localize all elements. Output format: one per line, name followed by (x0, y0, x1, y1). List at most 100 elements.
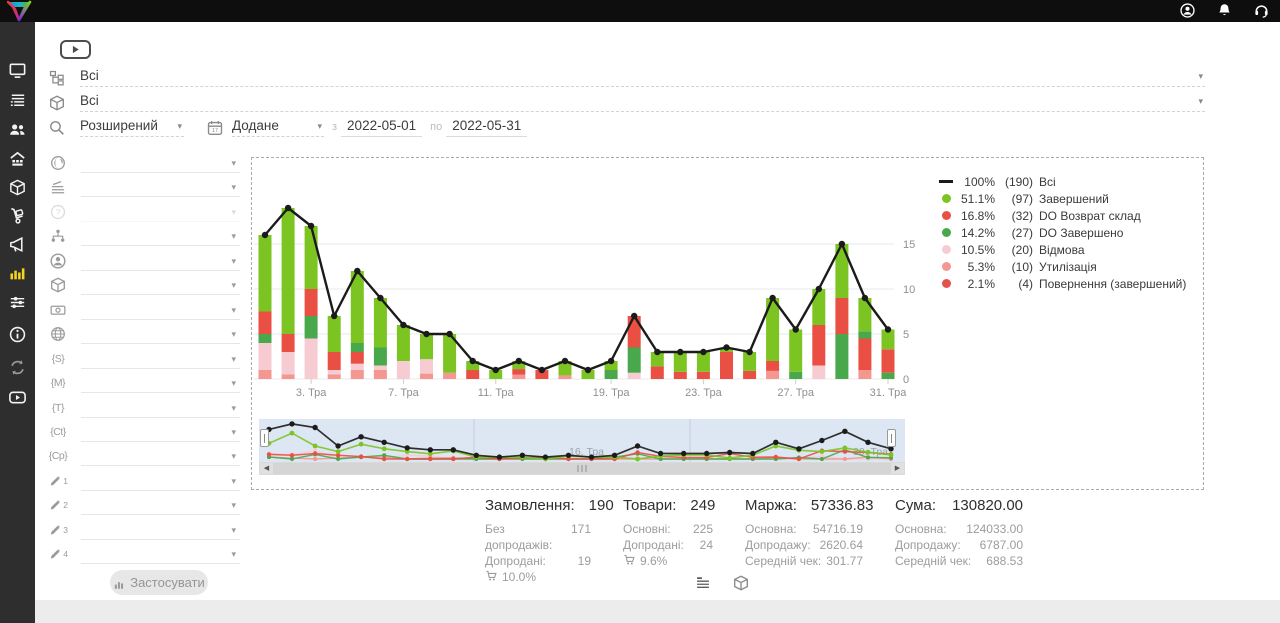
sidebar-item-customers[interactable] (8, 120, 27, 139)
svg-text:17: 17 (212, 128, 218, 134)
product-select[interactable]: Всі ▾ (80, 93, 1205, 112)
search-mode-select[interactable]: Розширений ▾ (80, 118, 184, 137)
side-filter-select[interactable]: ▾ (81, 495, 240, 516)
side-filter-select[interactable]: ▾ (81, 300, 240, 320)
side-filter-select[interactable]: ▾ (81, 471, 240, 491)
side-filter-person-circle: ▾ (48, 250, 240, 272)
side-filter-select[interactable]: ▾ (81, 544, 240, 565)
legend-percent: 5.3% (967, 259, 995, 274)
side-filter-select[interactable]: ▾ (81, 349, 240, 369)
stat-sublabel: Без допродажів: (485, 522, 553, 552)
product-select-value: Всі (80, 93, 99, 108)
date-to-input[interactable]: 2022-05-31 (446, 118, 528, 137)
summary-stats: Замовлення: 190 Без допродажів: 171 Допродан… (485, 497, 1055, 585)
side-filter-select[interactable]: ▾ (81, 251, 240, 271)
support-button[interactable] (1253, 2, 1270, 20)
orders-chart[interactable]: 0 5 10 15 3. Тра 7. Тра 11. Тра 19. Тра 23. Тра 2… (254, 161, 924, 407)
legend-item[interactable]: 16.8% (32) DO Возврат склад (939, 207, 1201, 224)
sidebar-item-dashboard[interactable] (8, 61, 27, 80)
sidebar-item-orders[interactable] (8, 91, 27, 110)
sidebar-item-automation[interactable] (8, 293, 27, 312)
side-filter-select[interactable]: ▾ (81, 422, 240, 442)
sliders-icon (10, 296, 25, 309)
stat-subvalue: 301.77 (826, 554, 863, 568)
legend-label: Утилізація (1039, 259, 1097, 274)
sidebar-item-video-lessons[interactable] (8, 388, 27, 407)
date-from-input[interactable]: 2022-05-01 (341, 118, 423, 137)
brand-logo-icon[interactable] (6, 0, 32, 22)
pencil-number: 2 (63, 500, 68, 511)
range-handle-right[interactable] (887, 429, 896, 447)
side-filter-select[interactable]: ▾ (81, 398, 240, 418)
legend-label: Завершений (1039, 191, 1109, 206)
status-lines-icon (51, 181, 65, 194)
toggle-orders-view[interactable] (694, 574, 712, 592)
stat-subvalue: 9.6% (640, 554, 668, 568)
tag-icon: {T} (52, 401, 64, 414)
range-handle-left[interactable] (260, 429, 269, 447)
legend-item[interactable]: 10.5% (20) Відмова (939, 241, 1201, 258)
package-icon (10, 179, 25, 196)
sidebar-item-store[interactable] (8, 150, 27, 169)
side-filter-cp: {Cp} ▾ (48, 445, 240, 467)
side-filter-select[interactable]: ▾ (81, 177, 240, 198)
side-filter-select[interactable]: ▾ (81, 373, 240, 394)
legend-percent: 100% (964, 174, 995, 189)
search-icon (48, 119, 66, 137)
legend-count: (32) (1011, 208, 1033, 223)
stat-subrow: Середній чек: 301.77 (745, 553, 863, 569)
stat-card-сума: Сума: 130820.00 Основна: 124033.00 Допродажу… (895, 497, 1023, 585)
stat-subvalue: 225 (692, 522, 713, 536)
legend-item[interactable]: 51.1% (97) Завершений (939, 190, 1201, 207)
stat-value: 190 (588, 497, 614, 514)
sidebar-item-logistics[interactable] (8, 206, 27, 225)
scroll-left-arrow-icon[interactable]: ◀ (260, 463, 273, 474)
monitor-icon (9, 63, 26, 78)
side-filter-select[interactable]: ▾ (81, 520, 240, 540)
category-select[interactable]: Всі ▾ (80, 68, 1205, 87)
side-filter-select[interactable]: ▾ (81, 446, 240, 467)
stat-subvalue: 24 (699, 538, 713, 552)
notifications-button[interactable] (1216, 2, 1233, 20)
chart-scrollbar[interactable]: ◀ ▶ (259, 462, 905, 475)
sidebar-item-marketing[interactable] (8, 235, 27, 254)
scroll-right-arrow-icon[interactable]: ▶ (891, 463, 904, 474)
scrollbar-thumb[interactable] (273, 463, 891, 474)
video-help-button[interactable] (60, 40, 91, 59)
side-filter-select[interactable]: ▾ (81, 153, 240, 173)
legend-item[interactable]: 100% (190) Всі (939, 173, 1201, 190)
sidebar-item-sync[interactable] (8, 358, 27, 377)
user-circle-icon (1180, 3, 1195, 18)
legend-dot-swatch (941, 228, 951, 237)
side-filter-select[interactable]: ▾ (81, 275, 240, 296)
stat-value: 249 (690, 497, 716, 514)
svg-text:15: 15 (903, 239, 915, 251)
apply-button[interactable]: Застосувати (110, 570, 208, 595)
side-filter-select[interactable]: ▾ (81, 226, 240, 247)
toggle-products-view[interactable] (732, 574, 750, 592)
stat-value: 57336.83 (810, 497, 874, 514)
sidebar-item-analytics[interactable] (8, 263, 27, 282)
list-toggle-icon (697, 577, 709, 588)
legend-percent: 51.1% (960, 191, 995, 206)
chart-range-navigator[interactable]: 16. Тра 30. Тра (259, 419, 905, 462)
side-filter-select[interactable]: ▾ (81, 324, 240, 345)
sidebar-item-info[interactable] (8, 325, 27, 344)
svg-text:19. Тра: 19. Тра (593, 387, 631, 399)
svg-text:5: 5 (903, 329, 909, 341)
chevron-down-icon: ▾ (231, 206, 236, 217)
date-field-select[interactable]: Додане ▾ (232, 118, 324, 137)
side-filter-select[interactable]: ▾ (81, 202, 240, 222)
chevron-down-icon: ▾ (231, 500, 236, 511)
cart-icon (624, 554, 635, 565)
stat-label: Маржа: (745, 497, 797, 514)
legend-item[interactable]: 14.2% (27) DO Завершено (939, 224, 1201, 241)
calendar-icon: 17 (206, 119, 224, 137)
legend-item[interactable]: 5.3% (10) Утилізація (939, 258, 1201, 275)
legend-item[interactable]: 2.1% (4) Повернення (завершений) (939, 275, 1201, 292)
stat-subrow: 10.0% (485, 569, 591, 585)
sidebar-item-products[interactable] (8, 178, 27, 197)
video-icon (9, 391, 26, 404)
scrollbar-grip-icon (577, 465, 587, 472)
account-button[interactable] (1179, 2, 1196, 20)
